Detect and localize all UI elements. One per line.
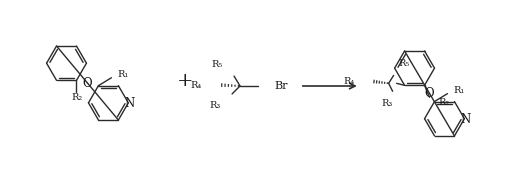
Text: R₅: R₅ <box>212 60 223 69</box>
Text: O: O <box>83 76 92 90</box>
Text: R₂: R₂ <box>71 93 82 102</box>
Text: +: + <box>177 72 194 90</box>
Text: R₁: R₁ <box>118 70 129 79</box>
Text: R₄: R₄ <box>343 77 355 86</box>
Text: R₁: R₁ <box>453 86 464 95</box>
Text: R₂: R₂ <box>438 98 450 107</box>
Text: R₃: R₃ <box>210 101 221 110</box>
Text: N: N <box>460 113 471 126</box>
Text: N: N <box>124 97 134 110</box>
Text: R₄: R₄ <box>191 81 202 89</box>
Text: R₅: R₅ <box>399 59 410 68</box>
Text: Br: Br <box>274 81 288 91</box>
Text: O: O <box>425 87 434 100</box>
Text: R₃: R₃ <box>381 99 392 108</box>
